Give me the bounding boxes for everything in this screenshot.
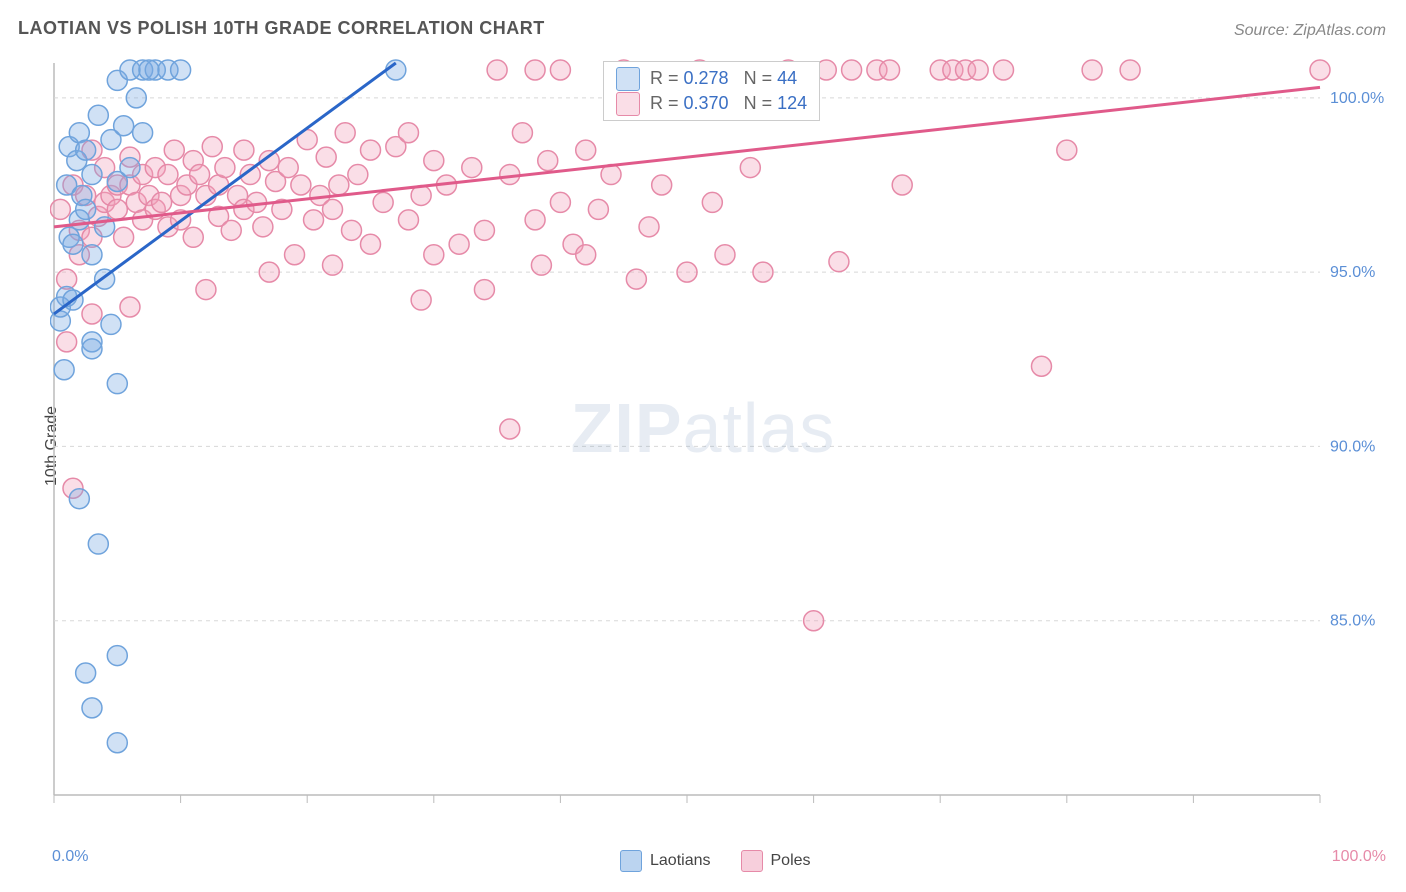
stats-row: R = 0.278 N = 44 (616, 66, 807, 91)
x-right-label: 100.0% (1332, 848, 1386, 866)
legend-label: Laotians (650, 852, 711, 870)
svg-text:100.0%: 100.0% (1330, 90, 1384, 107)
source-label: Source: ZipAtlas.com (1234, 22, 1386, 40)
legend-item: Laotians (620, 850, 711, 872)
chart-title: LAOTIAN VS POLISH 10TH GRADE CORRELATION… (18, 18, 545, 39)
legend-swatch (616, 67, 640, 91)
svg-text:95.0%: 95.0% (1330, 264, 1375, 281)
plot-area: 85.0% 90.0% 95.0% 100.0% (50, 55, 1390, 815)
legend-label: Poles (771, 852, 811, 870)
legend-swatch (741, 850, 763, 872)
stats-box: R = 0.278 N = 44R = 0.370 N = 124 (603, 61, 820, 121)
plot-svg: 85.0% 90.0% 95.0% 100.0% (50, 55, 1390, 815)
x-left-label: 0.0% (52, 848, 88, 866)
svg-text:90.0%: 90.0% (1330, 438, 1375, 455)
bottom-legend: Laotians Poles (620, 850, 811, 872)
legend-item: Poles (741, 850, 811, 872)
stats-row: R = 0.370 N = 124 (616, 91, 807, 116)
chart-container: LAOTIAN VS POLISH 10TH GRADE CORRELATION… (0, 0, 1406, 892)
legend-swatch (620, 850, 642, 872)
svg-text:85.0%: 85.0% (1330, 613, 1375, 630)
legend-swatch (616, 92, 640, 116)
